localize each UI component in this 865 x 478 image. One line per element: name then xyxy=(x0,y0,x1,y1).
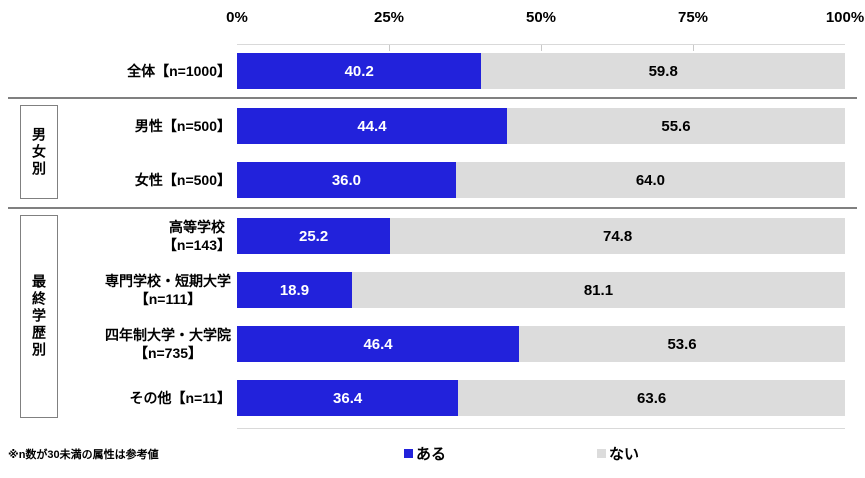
value-label: 53.6 xyxy=(667,335,697,353)
legend-swatch-nai-icon xyxy=(597,449,606,458)
legend-label-nai: ない xyxy=(609,446,640,463)
bar-segment-nai: 55.6 xyxy=(506,108,845,144)
value-label: 36.4 xyxy=(333,389,363,407)
bar-row-highschool: 高等学校 【n=143】 25.2 74.8 xyxy=(0,209,865,263)
x-axis-tick-100: 100% xyxy=(825,9,865,26)
chart-footer: ※n数が30未満の属性は参考値 ある ない xyxy=(0,440,865,474)
x-axis-tickmark xyxy=(389,45,390,51)
bar-row-female: 女性【n=500】 36.0 64.0 xyxy=(0,153,865,207)
bar-row-male: 男性【n=500】 44.4 55.6 xyxy=(0,99,865,153)
x-axis-tick-0: 0% xyxy=(226,9,248,26)
section-gender: 男女別 男性【n=500】 44.4 55.6 女性【n=500】 36.0 6… xyxy=(0,99,865,207)
bar-track: 40.2 59.8 xyxy=(237,53,845,89)
category-label: 高等学校 【n=143】 xyxy=(162,218,231,253)
bar-track: 36.4 63.6 xyxy=(237,380,845,416)
bar-track: 18.9 81.1 xyxy=(237,272,845,308)
bar-row-total: 全体【n=1000】 40.2 59.8 xyxy=(0,45,865,97)
bar-track: 36.0 64.0 xyxy=(237,162,845,198)
bar-track: 25.2 74.8 xyxy=(237,218,845,254)
bar-track: 44.4 55.6 xyxy=(237,108,845,144)
section-total: 全体【n=1000】 40.2 59.8 xyxy=(0,45,865,97)
category-label: 女性【n=500】 xyxy=(134,171,231,188)
bar-segment-aru: 18.9 xyxy=(237,272,352,308)
value-label: 36.0 xyxy=(331,171,362,189)
x-axis-tick-50: 50% xyxy=(525,9,557,26)
value-label: 74.8 xyxy=(602,227,633,245)
group-label: 男女別 xyxy=(31,126,47,178)
bar-segment-nai: 64.0 xyxy=(455,162,845,198)
legend-item-aru: ある xyxy=(404,443,446,464)
category-label: 四年制大学・大学院 【n=735】 xyxy=(105,326,231,361)
bar-segment-aru: 36.4 xyxy=(237,380,459,416)
footnote: ※n数が30未満の属性は参考値 xyxy=(8,449,159,461)
value-label: 25.2 xyxy=(299,227,329,245)
bar-segment-aru: 25.2 xyxy=(237,218,391,254)
bar-row-vocational: 専門学校・短期大学 【n=111】 18.9 81.1 xyxy=(0,263,865,317)
plot-top-border xyxy=(237,44,845,45)
value-label: 64.0 xyxy=(635,171,666,189)
group-box-gender: 男女別 xyxy=(20,105,58,199)
value-label: 81.1 xyxy=(583,281,614,299)
x-axis-tickmark xyxy=(541,45,542,51)
category-label: その他【n=11】 xyxy=(129,389,231,406)
value-label: 18.9 xyxy=(279,281,310,299)
plot-body: 全体【n=1000】 40.2 59.8 男女別 男性【n=500】 44.4 … xyxy=(0,45,865,429)
section-education: 最終学歴別 高等学校 【n=143】 25.2 74.8 専門学校・短期大学 【… xyxy=(0,209,865,429)
category-label: 専門学校・短期大学 【n=111】 xyxy=(105,272,231,307)
bar-segment-nai: 81.1 xyxy=(351,272,845,308)
value-label: 44.4 xyxy=(357,117,387,135)
bar-segment-aru: 36.0 xyxy=(237,162,456,198)
bar-segment-nai: 74.8 xyxy=(390,218,845,254)
category-label: 全体【n=1000】 xyxy=(127,62,231,79)
bar-segment-aru: 46.4 xyxy=(237,326,520,362)
legend-label-aru: ある xyxy=(416,446,447,463)
group-separator xyxy=(8,97,857,99)
category-label: 男性【n=500】 xyxy=(134,117,231,134)
x-axis-tick-25: 25% xyxy=(373,9,405,26)
value-label: 59.8 xyxy=(648,62,678,80)
x-axis-tickmark xyxy=(693,45,694,51)
value-label: 46.4 xyxy=(363,335,393,353)
group-label: 最終学歴別 xyxy=(31,274,47,359)
value-label: 63.6 xyxy=(637,389,667,407)
group-box-education: 最終学歴別 xyxy=(20,215,58,418)
bar-segment-nai: 63.6 xyxy=(458,380,845,416)
x-axis-tick-75: 75% xyxy=(677,9,709,26)
value-label: 55.6 xyxy=(661,117,691,135)
group-separator xyxy=(8,207,857,209)
legend-swatch-aru-icon xyxy=(404,449,413,458)
bar-segment-aru: 44.4 xyxy=(237,108,507,144)
bar-row-university: 四年制大学・大学院 【n=735】 46.4 53.6 xyxy=(0,317,865,371)
bar-segment-aru: 40.2 xyxy=(237,53,482,89)
x-axis: 0% 25% 50% 75% 100% xyxy=(0,0,865,51)
bar-row-other: その他【n=11】 36.4 63.6 xyxy=(0,371,865,425)
bar-track: 46.4 53.6 xyxy=(237,326,845,362)
value-label: 40.2 xyxy=(344,62,374,80)
plot-bottom-border xyxy=(237,428,845,429)
bar-segment-nai: 59.8 xyxy=(481,53,845,89)
bar-segment-nai: 53.6 xyxy=(519,326,845,362)
legend-item-nai: ない xyxy=(597,443,639,464)
